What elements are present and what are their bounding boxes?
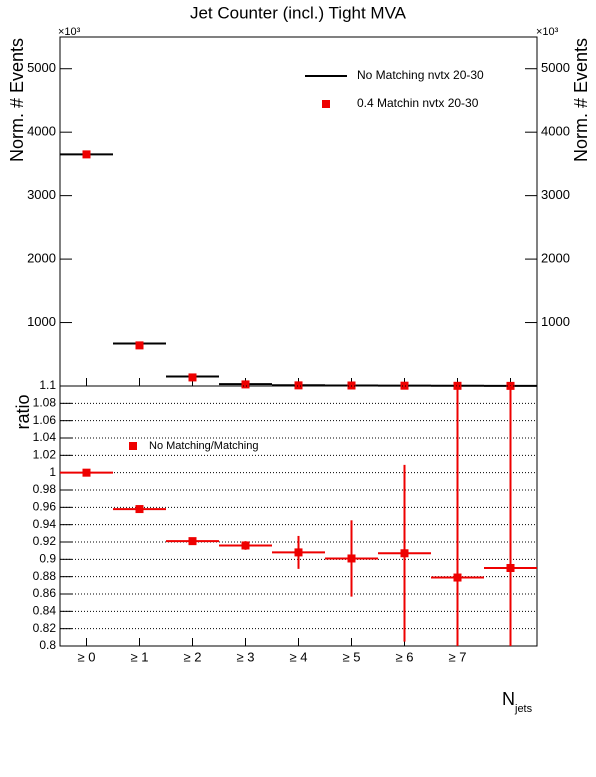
- y-tick-label-right: 4000: [541, 124, 570, 139]
- y-tick-label: 0.8: [39, 638, 56, 652]
- marker: [347, 381, 356, 390]
- marker: [400, 381, 409, 390]
- y-multiplier-right: ×10³: [536, 26, 559, 38]
- x-tick-label: ≥ 4: [290, 649, 308, 664]
- y-tick-label-right: 5000: [541, 60, 570, 75]
- x-tick-label: ≥ 1: [131, 649, 149, 664]
- y-tick-label: 0.94: [33, 517, 57, 531]
- y-tick-label: 0.96: [33, 500, 57, 514]
- y-tick-label: 0.98: [33, 482, 57, 496]
- y-tick-label: 0.92: [33, 534, 57, 548]
- y-tick-label-right: 2000: [541, 251, 570, 266]
- y-multiplier: ×10³: [58, 26, 81, 38]
- x-tick-label: ≥ 7: [449, 649, 467, 664]
- x-tick-label: ≥ 3: [237, 649, 255, 664]
- marker: [294, 548, 303, 557]
- legend-label: 0.4 Matchin nvtx 20-30: [357, 96, 479, 110]
- y-tick-label-right: 3000: [541, 187, 570, 202]
- legend-marker: [322, 100, 330, 108]
- y-tick-label: 0.84: [33, 604, 57, 618]
- y-tick-label: 2000: [27, 251, 56, 266]
- marker: [188, 373, 197, 382]
- marker: [82, 468, 91, 477]
- marker: [241, 541, 250, 550]
- marker: [241, 380, 250, 389]
- top-frame: [59, 36, 538, 387]
- x-tick-label: ≥ 0: [78, 649, 96, 664]
- y-tick-label: 1.08: [33, 396, 57, 410]
- chart-title: Jet Counter (incl.) Tight MVA: [190, 3, 407, 22]
- marker: [188, 537, 197, 546]
- y-tick-label: 5000: [27, 60, 56, 75]
- y-tick-label: 0.82: [33, 621, 57, 635]
- ratio-axis-label: ratio: [13, 394, 33, 429]
- y-axis-label: Norm. # Events: [7, 38, 27, 162]
- marker: [294, 381, 303, 390]
- x-tick-label: ≥ 2: [184, 649, 202, 664]
- y-tick-label: 0.9: [39, 552, 56, 566]
- x-tick-label: ≥ 6: [396, 649, 414, 664]
- bottom-frame: [59, 385, 538, 647]
- y-tick-label: 1.06: [33, 413, 57, 427]
- y-tick-label: 4000: [27, 124, 56, 139]
- marker: [400, 549, 409, 558]
- y-tick-label-right: 1000: [541, 314, 570, 329]
- y-tick-label: 1000: [27, 314, 56, 329]
- marker: [506, 564, 515, 572]
- y-tick-label: 1.02: [33, 448, 57, 462]
- legend-marker: [129, 442, 137, 450]
- x-axis-label: N: [502, 689, 515, 709]
- y-tick-label: 1: [49, 465, 56, 479]
- marker: [453, 381, 462, 390]
- y-axis-label-right: Norm. # Events: [571, 38, 591, 162]
- marker: [82, 150, 91, 159]
- y-tick-label: 3000: [27, 187, 56, 202]
- y-tick-label: 0.86: [33, 586, 57, 600]
- y-tick-label: 1.04: [33, 430, 57, 444]
- x-tick-label: ≥ 5: [343, 649, 361, 664]
- y-tick-label: 0.88: [33, 569, 57, 583]
- legend-label: No Matching/Matching: [149, 440, 258, 452]
- marker: [453, 573, 462, 582]
- x-axis-label-sub: jets: [514, 703, 533, 715]
- legend-label: No Matching nvtx 20-30: [357, 68, 484, 82]
- y-tick-label: 1.1: [39, 378, 56, 392]
- marker: [135, 505, 144, 514]
- marker: [347, 554, 356, 563]
- marker: [135, 341, 144, 350]
